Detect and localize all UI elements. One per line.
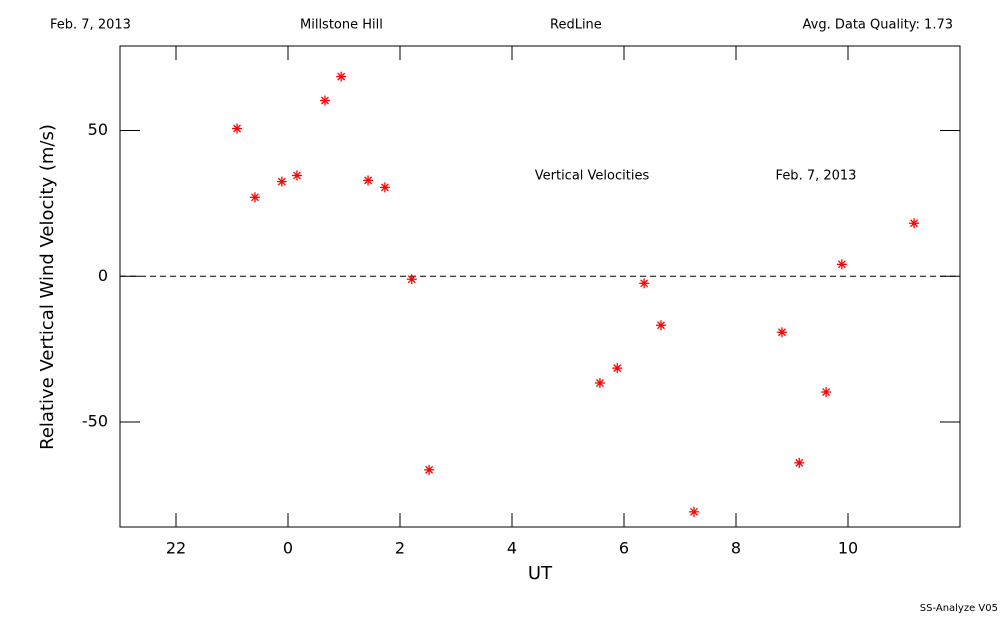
point — [594, 377, 605, 388]
x-tick-label: 0 — [283, 539, 293, 558]
marker-stroke — [640, 279, 649, 288]
y-axis-label: Relative Vertical Wind Velocity (m/s) — [37, 124, 58, 450]
point — [794, 457, 805, 468]
marker-stroke — [657, 321, 665, 330]
marker-stroke — [233, 124, 241, 133]
annotation: Vertical Velocities — [535, 169, 650, 184]
marker-stroke — [293, 171, 301, 180]
marker-stroke — [837, 260, 846, 269]
marker-stroke — [425, 465, 434, 474]
point — [406, 274, 417, 285]
marker-stroke — [321, 96, 329, 105]
point — [232, 123, 243, 134]
header-quality: Avg. Data Quality: 1.73 — [803, 18, 953, 33]
y-tick-label: 0 — [98, 266, 108, 285]
point — [336, 71, 347, 82]
point — [909, 218, 920, 229]
marker-stroke — [795, 458, 804, 467]
point — [424, 464, 435, 475]
point — [319, 95, 330, 106]
header-site: Millstone Hill — [300, 18, 383, 33]
x-tick-label: 8 — [731, 539, 741, 558]
point — [276, 176, 287, 187]
annotation: Feb. 7, 2013 — [776, 169, 857, 184]
marker-stroke — [822, 388, 831, 396]
x-axis-label: UT — [528, 563, 553, 584]
header-line: RedLine — [550, 18, 602, 33]
marker-stroke — [251, 193, 259, 202]
point — [379, 182, 390, 193]
marker-stroke — [407, 275, 416, 284]
x-tick-label: 10 — [838, 539, 858, 558]
point — [363, 175, 374, 186]
x-tick-label: 6 — [619, 539, 629, 558]
point — [612, 363, 623, 374]
marker-stroke — [910, 219, 919, 228]
marker-stroke — [690, 507, 698, 516]
footer: SS-Analyze V05 — [920, 603, 998, 614]
marker-stroke — [277, 177, 286, 186]
marker-stroke — [613, 364, 622, 373]
marker-stroke — [380, 183, 389, 192]
y-tick-label: -50 — [82, 412, 108, 431]
marker-stroke — [364, 176, 373, 185]
x-tick-label: 2 — [395, 539, 405, 558]
header-date: Feb. 7, 2013 — [50, 18, 131, 33]
marker-stroke — [595, 379, 604, 387]
point — [639, 278, 650, 289]
plot-frame — [119, 45, 961, 528]
marker-stroke — [777, 328, 786, 337]
point — [689, 506, 699, 517]
point — [821, 387, 832, 398]
marker-stroke — [337, 72, 346, 81]
point — [776, 327, 787, 338]
x-tick-label: 22 — [166, 539, 186, 558]
point — [249, 192, 260, 203]
point — [291, 170, 302, 181]
point — [836, 259, 847, 270]
x-tick-label: 4 — [507, 539, 517, 558]
point — [655, 320, 666, 331]
y-tick-label: 50 — [88, 120, 108, 139]
